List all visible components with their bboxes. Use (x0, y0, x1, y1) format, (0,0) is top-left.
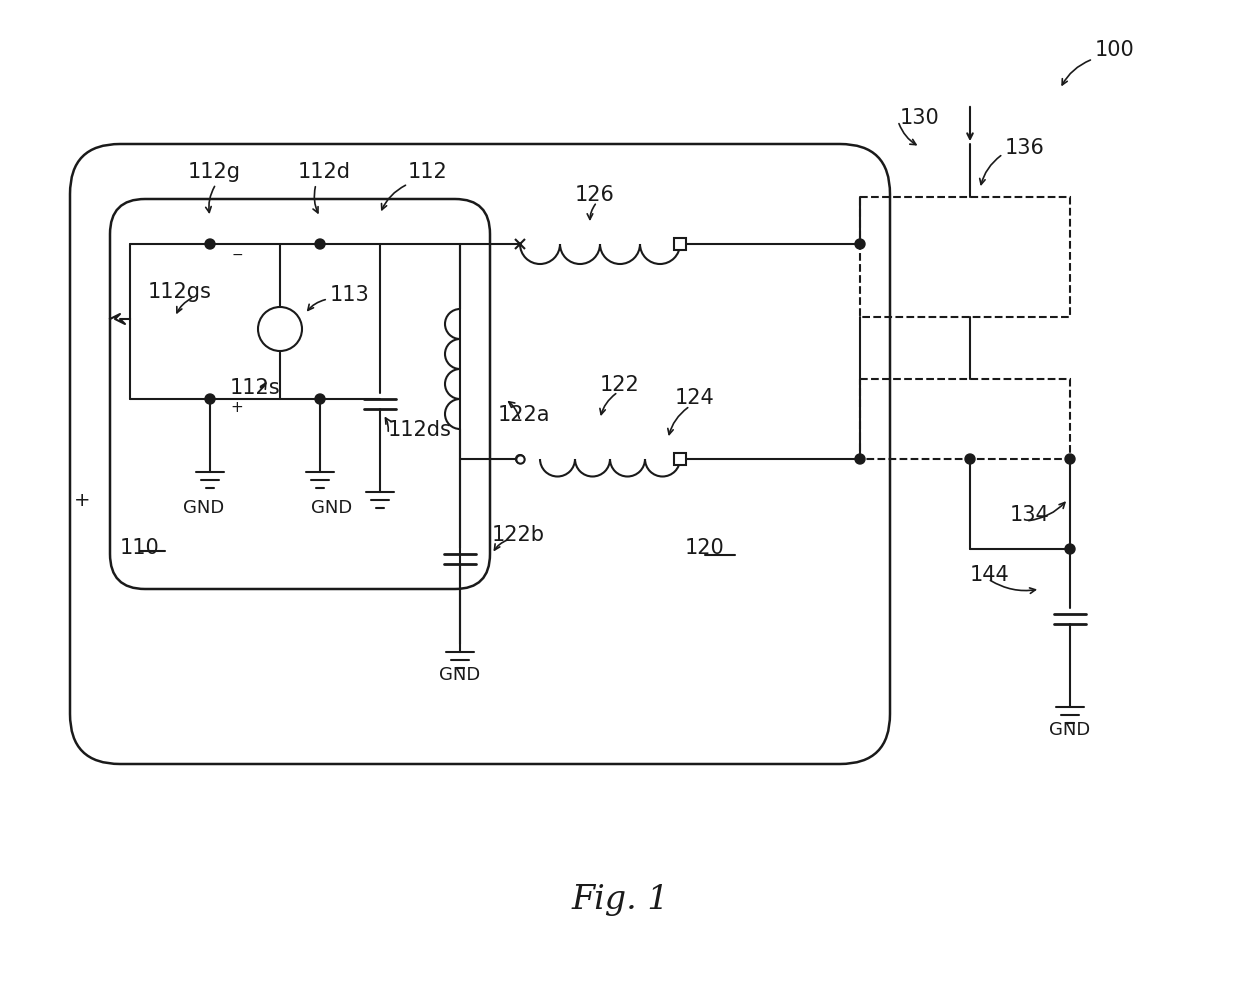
Text: +: + (73, 490, 91, 509)
Text: 112g: 112g (188, 162, 241, 181)
Circle shape (205, 240, 215, 249)
Text: −: − (231, 247, 243, 261)
Text: 112: 112 (408, 162, 448, 181)
Circle shape (516, 456, 525, 463)
Text: GND: GND (1049, 720, 1091, 739)
Text: 100: 100 (1095, 40, 1135, 60)
Text: Fig. 1: Fig. 1 (572, 883, 668, 915)
Circle shape (258, 308, 303, 352)
Text: 136: 136 (1004, 138, 1045, 158)
Text: 113: 113 (330, 285, 370, 305)
Text: 122b: 122b (492, 525, 546, 544)
Circle shape (315, 240, 325, 249)
Circle shape (675, 240, 684, 249)
Text: GND: GND (184, 499, 224, 517)
Text: 112s: 112s (229, 378, 280, 397)
Circle shape (856, 455, 866, 464)
Text: 122a: 122a (498, 404, 551, 425)
Text: 120: 120 (684, 537, 724, 557)
Text: 134: 134 (1011, 505, 1050, 525)
Circle shape (1065, 455, 1075, 464)
Circle shape (856, 240, 866, 249)
Bar (861, 380, 1070, 459)
Text: +: + (231, 400, 243, 415)
Text: 122: 122 (600, 375, 640, 394)
Circle shape (205, 394, 215, 404)
Text: GND: GND (439, 666, 481, 683)
Text: 126: 126 (575, 184, 615, 205)
Text: 144: 144 (970, 564, 1009, 585)
Circle shape (675, 455, 684, 464)
Text: GND: GND (311, 499, 352, 517)
Text: 112gs: 112gs (148, 282, 212, 302)
Circle shape (965, 455, 975, 464)
Circle shape (1065, 544, 1075, 554)
Text: 130: 130 (900, 107, 940, 128)
Circle shape (315, 394, 325, 404)
Bar (861, 198, 1070, 317)
Text: 124: 124 (675, 387, 714, 407)
Text: 110: 110 (120, 537, 160, 557)
Text: 112ds: 112ds (388, 420, 451, 440)
Text: 112d: 112d (298, 162, 351, 181)
